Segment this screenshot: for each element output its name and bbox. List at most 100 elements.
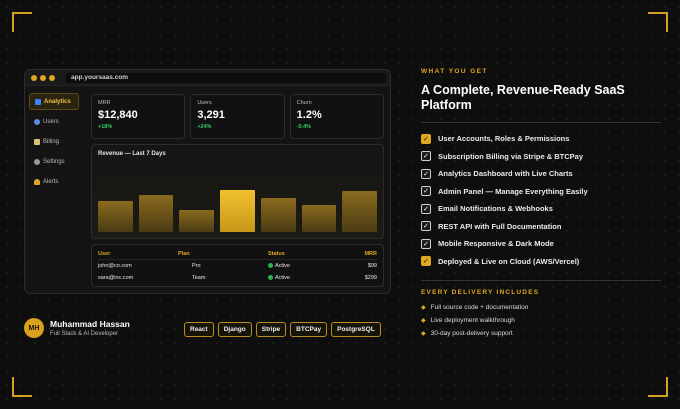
stat-label: Churn bbox=[296, 100, 312, 106]
checkmark-icon: ✓ bbox=[421, 203, 431, 214]
stat-delta: +18% bbox=[98, 124, 113, 130]
table-header: User Plan Status MRR bbox=[98, 248, 377, 260]
revenue-bar bbox=[342, 191, 377, 232]
column-header-status: Status bbox=[268, 250, 285, 257]
tech-chip-stripe: Stripe bbox=[255, 322, 287, 337]
cell-mrr: $99 bbox=[367, 263, 377, 269]
window-dot-icon bbox=[40, 74, 46, 81]
gear-icon bbox=[34, 158, 40, 165]
delivery-item: ◆ Full source code + documentation bbox=[421, 301, 661, 314]
stat-card-mrr: MRR $12,840 +18% bbox=[91, 94, 186, 139]
checkmark-icon: ✓ bbox=[421, 238, 431, 249]
feature-text: Mobile Responsive & Dark Mode bbox=[438, 239, 554, 249]
stat-value: $12,840 bbox=[98, 109, 138, 121]
revenue-bar bbox=[260, 198, 296, 232]
delivery-text: 30-day post-delivery support bbox=[430, 330, 513, 337]
window-titlebar: app.yoursaas.com bbox=[25, 70, 390, 86]
stat-delta: -0.4% bbox=[296, 124, 312, 130]
revenue-bar bbox=[98, 201, 133, 232]
sidebar-item-label: Alerts bbox=[43, 178, 59, 185]
delivery-text: Full source code + documentation bbox=[430, 304, 529, 311]
cell-plan: Pro bbox=[192, 263, 201, 269]
checkmark-icon: ✓ bbox=[421, 133, 431, 144]
delivery-title: EVERY DELIVERY INCLUDES bbox=[421, 289, 540, 296]
status-text: Active bbox=[275, 275, 290, 281]
dashboard-sidebar: Analytics Users Billing Settings Alerts bbox=[25, 86, 83, 293]
corner-bracket-top-right bbox=[648, 12, 668, 32]
feature-text: Subscription Billing via Stripe & BTCPay bbox=[438, 151, 584, 161]
corner-bracket-top-left bbox=[12, 12, 32, 32]
stat-label: Users bbox=[197, 100, 212, 106]
feature-item: ✓ Deployed & Live on Cloud (AWS/Vercel) bbox=[421, 253, 661, 271]
table-row[interactable]: john@co.com Pro Active $99 bbox=[98, 260, 377, 272]
delivery-text: Live deployment walkthrough bbox=[430, 317, 515, 324]
diamond-bullet-icon: ◆ bbox=[421, 305, 426, 311]
feature-item: ✓ REST API with Full Documentation bbox=[421, 218, 661, 236]
column-header-plan: Plan bbox=[178, 250, 190, 257]
feature-text: REST API with Full Documentation bbox=[438, 221, 562, 231]
revenue-bar bbox=[301, 205, 337, 232]
author-text: Muhammad Hassan Full Stack & AI Develope… bbox=[50, 319, 130, 337]
sidebar-item-users[interactable]: Users bbox=[29, 113, 79, 130]
sidebar-item-label: Analytics bbox=[44, 98, 71, 105]
checkmark-icon: ✓ bbox=[421, 256, 431, 267]
offer-panel: WHAT YOU GET A Complete, Revenue-Ready S… bbox=[421, 68, 661, 340]
status-dot-icon bbox=[268, 263, 273, 269]
stat-card-churn: Churn 1.2% -0.4% bbox=[289, 94, 384, 139]
author-name: Muhammad Hassan bbox=[50, 319, 130, 329]
revenue-bar bbox=[220, 189, 255, 232]
chart-icon bbox=[35, 98, 41, 105]
sidebar-item-analytics[interactable]: Analytics bbox=[29, 93, 79, 110]
status-text: Active bbox=[275, 263, 290, 269]
tech-chip-postgresql: PostgreSQL bbox=[331, 322, 381, 337]
sidebar-item-settings[interactable]: Settings bbox=[29, 153, 79, 170]
dashboard-main: MRR $12,840 +18% Users 3,291 +24% Churn … bbox=[91, 94, 384, 287]
sidebar-item-label: Settings bbox=[43, 158, 65, 165]
stats-row: MRR $12,840 +18% Users 3,291 +24% Churn … bbox=[91, 94, 384, 139]
tech-chip-django: Django bbox=[217, 322, 252, 337]
table-row[interactable]: sara@inc.com Team Active $299 bbox=[98, 272, 377, 284]
users-table: User Plan Status MRR john@co.com Pro Act… bbox=[91, 244, 384, 287]
status-dot-icon bbox=[268, 275, 273, 281]
feature-text: Email Notifications & Webhooks bbox=[438, 204, 553, 214]
delivery-item: ◆ Live deployment walkthrough bbox=[421, 314, 661, 327]
revenue-bar bbox=[179, 210, 215, 232]
cell-status: Active bbox=[268, 275, 328, 281]
feature-item: ✓ Analytics Dashboard with Live Charts bbox=[421, 165, 661, 183]
feature-text: Admin Panel — Manage Everything Easily bbox=[438, 186, 588, 196]
window-dot-icon bbox=[49, 74, 55, 81]
cell-status: Active bbox=[268, 263, 328, 269]
checkmark-icon: ✓ bbox=[421, 168, 431, 179]
corner-bracket-bottom-left bbox=[12, 377, 32, 397]
tech-stack-chips: React Django Stripe BTCPay PostgreSQL bbox=[184, 322, 381, 337]
stat-card-users: Users 3,291 +24% bbox=[190, 94, 285, 139]
cell-mrr: $299 bbox=[364, 275, 377, 281]
tech-chip-react: React bbox=[184, 322, 214, 337]
stat-label: MRR bbox=[98, 100, 111, 106]
stat-value: 1.2% bbox=[296, 109, 322, 121]
bell-icon bbox=[34, 178, 40, 185]
delivery-item: ◆ 30-day post-delivery support bbox=[421, 327, 661, 340]
feature-item: ✓ Admin Panel — Manage Everything Easily bbox=[421, 183, 661, 201]
checkmark-icon: ✓ bbox=[421, 221, 431, 232]
cell-plan: Team bbox=[192, 275, 206, 281]
revenue-chart-card: Revenue — Last 7 Days bbox=[91, 144, 384, 239]
revenue-bars bbox=[98, 168, 377, 232]
revenue-chart-title: Revenue — Last 7 Days bbox=[98, 151, 166, 157]
avatar: MH bbox=[24, 318, 44, 338]
column-header-mrr: MRR bbox=[364, 250, 377, 257]
feature-text: Deployed & Live on Cloud (AWS/Vercel) bbox=[438, 256, 580, 266]
tech-chip-btcpay: BTCPay bbox=[290, 322, 328, 337]
address-bar[interactable]: app.yoursaas.com bbox=[66, 72, 386, 83]
revenue-bar bbox=[138, 194, 174, 232]
feature-text: User Accounts, Roles & Permissions bbox=[438, 134, 570, 144]
sidebar-item-alerts[interactable]: Alerts bbox=[29, 173, 79, 190]
sidebar-item-billing[interactable]: Billing bbox=[29, 133, 79, 150]
author-role: Full Stack & AI Developer bbox=[50, 331, 119, 337]
feature-item: ✓ User Accounts, Roles & Permissions bbox=[421, 130, 661, 148]
diamond-bullet-icon: ◆ bbox=[421, 331, 426, 337]
sidebar-item-label: Billing bbox=[43, 138, 60, 145]
column-header-user: User bbox=[98, 250, 111, 257]
credit-card-icon bbox=[34, 138, 40, 145]
feature-item: ✓ Mobile Responsive & Dark Mode bbox=[421, 235, 661, 253]
